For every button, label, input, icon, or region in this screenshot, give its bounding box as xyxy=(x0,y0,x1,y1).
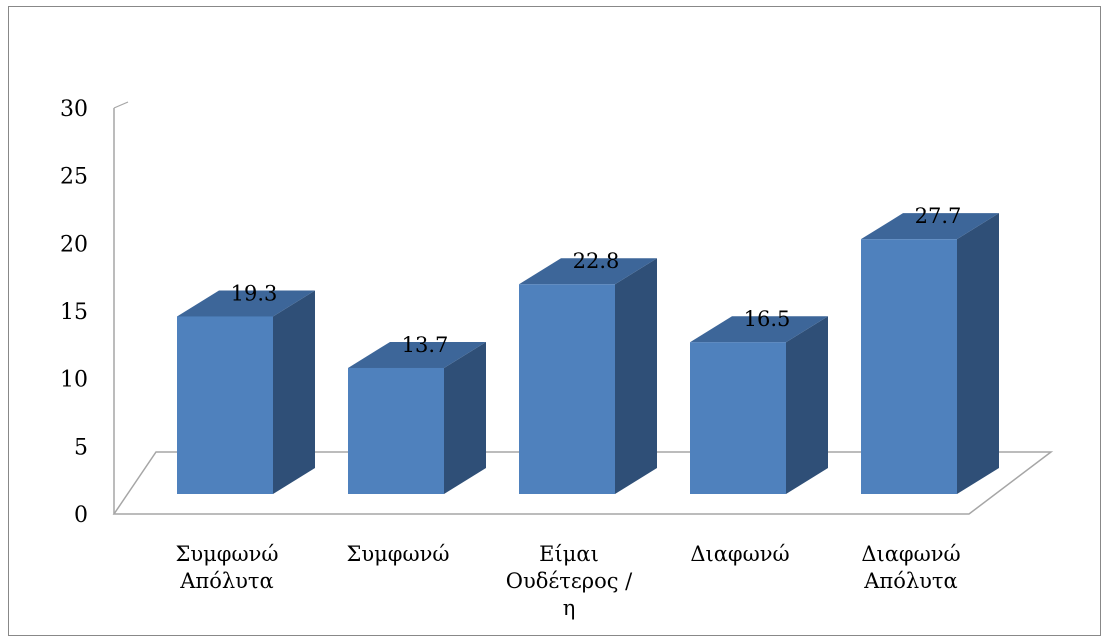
y-axis-cap xyxy=(113,101,129,109)
bar-top xyxy=(177,290,315,317)
bar-top xyxy=(690,316,828,343)
bar-side xyxy=(273,290,315,494)
bar xyxy=(690,316,828,494)
bar-side xyxy=(786,316,828,494)
data-label: 13.7 xyxy=(402,333,449,357)
y-axis xyxy=(113,101,129,514)
category-label: Συμφωνώ xyxy=(176,542,279,566)
y-tick-label: 20 xyxy=(60,232,88,257)
chart-floor xyxy=(112,451,1054,515)
category-label: Απόλυτα xyxy=(179,569,274,593)
category-label: Απόλυτα xyxy=(863,569,958,593)
category-label: Διαφωνώ xyxy=(690,542,789,566)
bar-front xyxy=(177,316,273,494)
y-tick-label: 30 xyxy=(60,97,88,122)
bar-top xyxy=(348,341,486,368)
floor-plane xyxy=(112,451,1054,515)
category-label: Είμαι xyxy=(539,542,599,566)
category-label: Διαφωνώ xyxy=(861,542,960,566)
data-labels: 19.3 13.7 22.8 16.5 27.7 xyxy=(231,204,962,357)
y-tick-label: 25 xyxy=(60,165,88,190)
y-tick-label: 0 xyxy=(74,503,88,528)
bar-top xyxy=(519,258,657,285)
category-label: η xyxy=(563,596,576,620)
bar xyxy=(861,213,999,494)
bar xyxy=(177,290,315,494)
chart-frame xyxy=(8,6,1101,636)
y-tick-label: 15 xyxy=(60,300,88,325)
bar-side xyxy=(957,213,999,494)
data-label: 19.3 xyxy=(231,281,278,305)
data-label: 22.8 xyxy=(573,249,620,273)
bar-front xyxy=(519,284,615,494)
bar xyxy=(348,341,486,494)
bar-front xyxy=(861,239,957,494)
data-label: 27.7 xyxy=(915,204,962,228)
category-label: Συμφωνώ xyxy=(347,542,450,566)
category-labels: Συμφωνώ Απόλυτα Συμφωνώ Είμαι Ουδέτερος / η Δι… xyxy=(176,542,961,620)
bar-top xyxy=(861,213,999,240)
bar xyxy=(519,258,657,494)
data-label: 16.5 xyxy=(744,307,791,331)
category-label: Ουδέτερος / xyxy=(506,569,633,593)
bar-front xyxy=(690,342,786,494)
bars xyxy=(177,213,999,494)
bar-side xyxy=(444,341,486,494)
bar-side xyxy=(615,258,657,494)
y-tick-label: 10 xyxy=(60,368,88,393)
bar-front xyxy=(348,367,444,494)
y-tick-labels: 0 5 10 15 20 25 30 xyxy=(60,97,88,528)
y-tick-label: 5 xyxy=(74,435,88,460)
